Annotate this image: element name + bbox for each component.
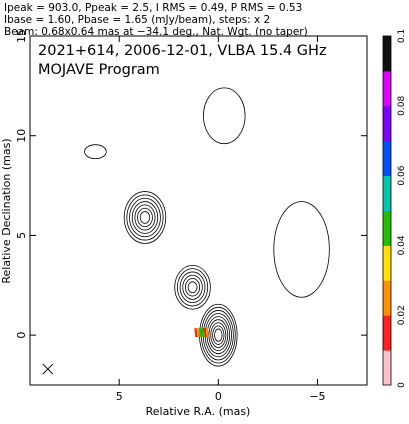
colorbar-segment — [383, 280, 391, 316]
colorbar-tick-label: 0.1 — [397, 29, 407, 43]
colorbar-segment — [383, 140, 391, 177]
header-line-2: Ibase = 1.60, Pbase = 1.65 (mJy/beam), s… — [4, 14, 270, 26]
colorbar-tick-label: 0.08 — [397, 96, 407, 116]
pol-vector — [201, 328, 205, 338]
plot-area — [42, 87, 330, 375]
contour-level — [139, 211, 151, 224]
contour-level — [208, 319, 229, 351]
colorbar-tick-label: 0.06 — [397, 165, 407, 185]
axes: 5 0 −5 0 5 10 15 — [15, 29, 367, 403]
beam-marker — [42, 363, 54, 375]
polarization-vectors — [194, 328, 210, 338]
contour-level — [123, 191, 167, 244]
colorbar-segment — [383, 175, 391, 211]
contour-level — [134, 204, 156, 231]
contour-level — [176, 268, 209, 307]
colorbar-segment — [383, 105, 391, 142]
x-axis-label: Relative R.A. (mas) — [146, 405, 251, 418]
source-annotation: 2021+614, 2006-12-01, VLBA 15.4 GHz — [38, 43, 327, 59]
y-tick-label: 5 — [15, 232, 28, 239]
contour-level — [174, 264, 211, 310]
colorbar: 0 0.02 0.04 0.06 0.08 0.1 — [382, 29, 407, 388]
contour-level — [214, 328, 223, 342]
colorbar-segment — [383, 70, 391, 107]
component-inner-jet — [174, 264, 211, 310]
contour-level — [126, 194, 164, 241]
program-annotation: MOJAVE Program — [38, 62, 160, 78]
contour-level — [131, 201, 159, 234]
plot-frame — [29, 35, 368, 386]
contour-level — [84, 144, 107, 160]
colorbar-tick-label: 0.04 — [397, 235, 407, 255]
colorbar-segment — [383, 315, 391, 351]
pol-vector — [194, 328, 198, 338]
colorbar-segment — [383, 36, 391, 72]
y-tick-label: 10 — [15, 129, 28, 143]
y-tick-label: 15 — [15, 29, 28, 43]
colorbar-segment — [383, 350, 391, 386]
colorbar-segment — [383, 245, 391, 281]
header-line-3: Beam: 0.68x0.64 mas at −34.1 deg., Nat. … — [4, 26, 308, 38]
contour-level — [203, 87, 246, 145]
contour-level — [212, 325, 225, 345]
contour-level — [187, 281, 198, 294]
component-knot — [123, 191, 167, 244]
contour-level — [137, 207, 153, 228]
component-diffuse-north — [203, 87, 246, 145]
component-diffuse-east — [84, 144, 107, 160]
colorbar-tick-label: 0.02 — [397, 305, 407, 325]
colorbar-segment — [383, 210, 391, 246]
colorbar-frame — [382, 35, 392, 386]
x-tick-label: −5 — [309, 390, 325, 403]
pol-vector — [203, 328, 207, 338]
x-tick-label: 5 — [116, 390, 123, 403]
component-diffuse-west — [273, 201, 330, 298]
y-tick-label: 0 — [15, 332, 28, 339]
x-tick-label: 0 — [215, 390, 222, 403]
contour-level — [179, 271, 206, 304]
y-axis-label: Relative Declination (mas) — [0, 138, 13, 283]
contour-level — [273, 201, 330, 298]
contour-level — [129, 197, 161, 238]
colorbar-tick-label: 0 — [397, 382, 407, 388]
pol-vector — [205, 328, 210, 338]
pol-vector — [198, 328, 203, 338]
contour-level — [182, 274, 203, 300]
pol-vector — [196, 328, 200, 338]
beam-axis-minor — [42, 363, 54, 375]
header-line-1: Ipeak = 903.0, Ppeak = 2.5, I RMS = 0.49… — [4, 2, 302, 14]
contour-level — [210, 322, 227, 348]
contour-level — [185, 278, 201, 297]
